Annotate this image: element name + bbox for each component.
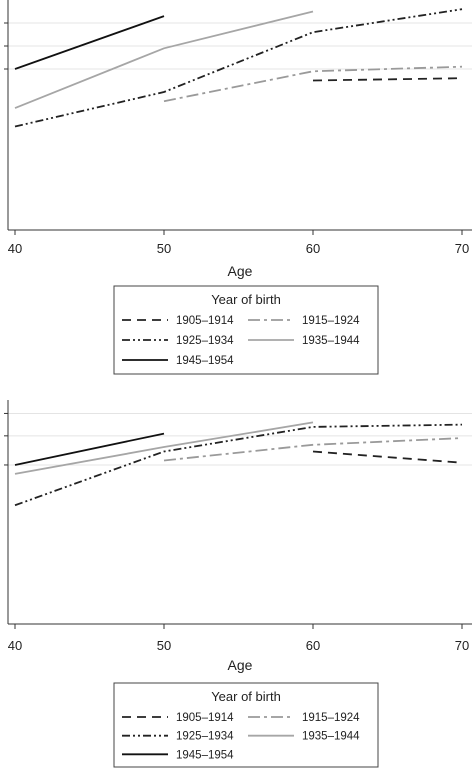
legend-label: 1915–1924 [302,315,360,327]
legend-label: 1945–1954 [176,355,234,367]
chart-panel-2: 40 50 60 70 Age Year of birth 1905–1914 1915–19… [4,400,472,768]
series-line-1935–1944 [14,421,314,475]
x-tick-label: 60 [306,241,320,256]
x-tick-label: 70 [455,241,469,256]
x-tick-label: 70 [455,638,469,653]
legend-title: Year of birth [211,292,281,307]
x-axis-label: Age [228,263,253,279]
series-line-1925–1934 [14,8,463,128]
legend: Year of birth 1905–1914 1915–1924 1925–1934… [113,682,379,768]
legend-label: 1905–1914 [176,712,234,724]
series-line-1915–1924 [163,437,463,462]
legend-box [113,682,379,768]
x-tick-label: 40 [8,638,22,653]
legend-label: 1925–1934 [176,335,234,347]
chart-panel-1: 40 50 60 70 Age Year of birth 1905–1914 1915–19… [4,0,472,375]
series-line-1915–1924 [163,65,463,103]
legend-label: 1915–1924 [302,712,360,724]
series-line-1945–1954 [14,15,165,70]
legend-label: 1905–1914 [176,315,234,327]
series-line-1935–1944 [14,10,314,109]
series-line-1945–1954 [14,432,165,466]
legend-label: 1935–1944 [302,335,360,347]
x-tick-label: 50 [157,241,171,256]
series-line-1905–1914 [312,77,463,82]
series-line-1905–1914 [312,450,463,464]
x-tick-label: 50 [157,638,171,653]
x-tick-label: 40 [8,241,22,256]
legend-title: Year of birth [211,689,281,704]
series-line-1925–1934 [14,423,463,507]
legend-label: 1945–1954 [176,749,234,761]
x-tick-label: 60 [306,638,320,653]
x-axis-label: Age [228,657,253,673]
legend: Year of birth 1905–1914 1915–1924 1925–1934… [113,285,379,375]
legend-label: 1935–1944 [302,731,360,743]
legend-label: 1925–1934 [176,731,234,743]
